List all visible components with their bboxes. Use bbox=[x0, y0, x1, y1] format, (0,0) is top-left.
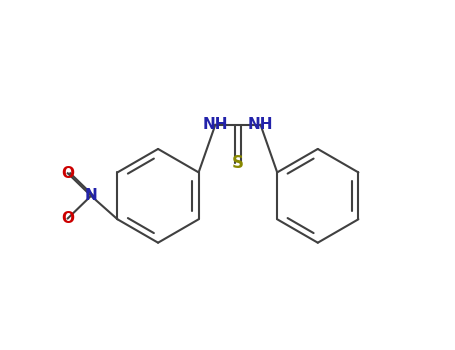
Text: NH: NH bbox=[248, 117, 273, 132]
Text: O: O bbox=[61, 166, 74, 181]
Text: O: O bbox=[61, 211, 74, 226]
Text: N: N bbox=[85, 188, 97, 203]
Text: NH: NH bbox=[202, 117, 228, 132]
Text: S: S bbox=[232, 154, 244, 172]
